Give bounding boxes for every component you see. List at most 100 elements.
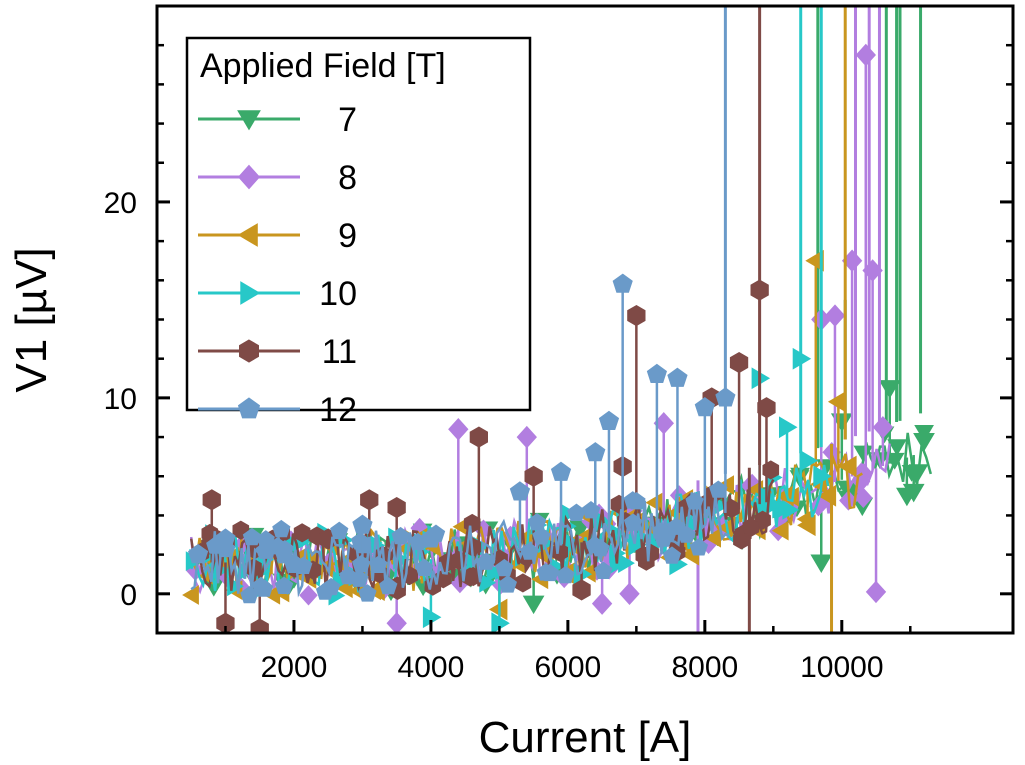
series-11-noise-point bbox=[293, 523, 311, 543]
series-7-point bbox=[522, 595, 545, 615]
series-12-point bbox=[283, 553, 305, 573]
series-10-point bbox=[779, 416, 798, 439]
series-11-point bbox=[387, 497, 406, 519]
series-12-noise-point bbox=[358, 584, 377, 602]
legend-title: Applied Field [T] bbox=[200, 47, 446, 85]
series-12-point bbox=[715, 387, 736, 407]
series-12-noise-point bbox=[321, 577, 341, 596]
series-12 bbox=[188, 6, 736, 604]
series-12-point bbox=[667, 367, 688, 387]
series-12-noise-point bbox=[330, 521, 349, 540]
legend-label: 9 bbox=[338, 217, 357, 255]
series-12-noise-point bbox=[623, 513, 643, 531]
x-tick-label: 4000 bbox=[398, 651, 465, 684]
series-12-point bbox=[420, 528, 441, 548]
series-8-point bbox=[862, 259, 883, 282]
series-11-point bbox=[202, 489, 221, 511]
series-10-point bbox=[792, 347, 812, 370]
series-11-point bbox=[216, 612, 235, 633]
series-11-point bbox=[250, 618, 269, 633]
legend-entry-10: 10 bbox=[198, 275, 357, 313]
series-11-point bbox=[757, 397, 776, 419]
series-10-noise-point bbox=[782, 500, 800, 520]
x-tick-label: 10000 bbox=[800, 651, 883, 684]
legend-marker bbox=[237, 164, 261, 190]
series-12-point bbox=[694, 397, 715, 417]
series-11-point bbox=[524, 465, 543, 487]
series-12-noise-point bbox=[685, 492, 704, 510]
series-9-noise-point bbox=[263, 584, 281, 605]
legend-label: 10 bbox=[319, 275, 357, 313]
series-8-point bbox=[386, 611, 407, 633]
series-12-point bbox=[215, 528, 236, 548]
legend-box bbox=[185, 36, 532, 412]
series-12-point bbox=[598, 410, 620, 430]
series-7-noise-point bbox=[887, 439, 907, 457]
series-7-point bbox=[810, 554, 833, 573]
series-9-noise-point bbox=[771, 520, 789, 541]
series-12-noise-point bbox=[532, 527, 551, 545]
series-11-point bbox=[572, 579, 591, 601]
series-12-noise-point bbox=[540, 563, 559, 582]
x-tick-label: 2000 bbox=[261, 651, 328, 684]
series-12-point bbox=[585, 442, 606, 462]
series-12-point bbox=[188, 543, 209, 564]
legend-label: 11 bbox=[322, 333, 357, 371]
series-11-noise-point bbox=[551, 542, 568, 562]
series-12-point bbox=[509, 481, 531, 501]
series-8-point bbox=[865, 580, 887, 604]
legend-entry-8: 8 bbox=[198, 159, 357, 197]
series-9-point bbox=[797, 514, 816, 537]
series-12-noise-point bbox=[528, 512, 547, 531]
series-12-noise-point bbox=[477, 552, 496, 570]
series-8-point bbox=[448, 417, 469, 441]
series-9-point bbox=[805, 249, 824, 272]
legend-label: 8 bbox=[338, 159, 357, 197]
series-11-point bbox=[627, 305, 646, 327]
series-7-point bbox=[913, 433, 935, 452]
y-tick-label: 10 bbox=[104, 383, 137, 416]
series-11-point bbox=[729, 352, 749, 374]
series-12-noise-point bbox=[274, 576, 294, 594]
series-7-point bbox=[830, 413, 853, 432]
series-12-noise-point bbox=[369, 555, 388, 573]
series-8-noise-point bbox=[299, 585, 318, 606]
legend-entry-11: 11 bbox=[198, 333, 357, 371]
series-12-noise-point bbox=[498, 575, 517, 593]
series-12-noise-point bbox=[379, 576, 398, 595]
series-11-point bbox=[360, 489, 379, 511]
legend-marker bbox=[239, 339, 259, 363]
series-8-point bbox=[824, 304, 846, 327]
legend-marker bbox=[237, 223, 258, 247]
series-12-point bbox=[646, 363, 667, 383]
series-9-point bbox=[827, 390, 847, 413]
x-axis-title: Current [A] bbox=[479, 713, 692, 762]
series-12-point bbox=[550, 461, 572, 481]
series-10-point bbox=[813, 465, 832, 488]
legend-label: 12 bbox=[319, 391, 357, 429]
series-8-point bbox=[855, 43, 876, 67]
legend-label: 7 bbox=[338, 101, 357, 139]
series-8-noise-point bbox=[854, 487, 873, 508]
legend-entry-9: 9 bbox=[198, 217, 357, 255]
legend-marker bbox=[237, 110, 261, 131]
series-12-point bbox=[612, 273, 633, 293]
series-7-point bbox=[902, 483, 925, 503]
series-12-noise-point bbox=[495, 558, 514, 577]
series-12-noise-point bbox=[251, 576, 271, 595]
series-10-noise-point bbox=[618, 553, 635, 573]
legend-entry-12: 12 bbox=[198, 391, 357, 429]
series-12-noise-point bbox=[689, 538, 708, 556]
x-tick-label: 8000 bbox=[671, 651, 738, 684]
series-12-noise-point bbox=[662, 546, 682, 564]
series-8-point bbox=[619, 582, 640, 606]
legend-marker bbox=[237, 397, 261, 419]
series-12-noise-point bbox=[352, 554, 371, 573]
legend-marker bbox=[240, 281, 261, 305]
legend-entry-7: 7 bbox=[198, 101, 357, 139]
series-8-point bbox=[872, 416, 894, 439]
series-12-noise-point bbox=[391, 526, 410, 545]
series-12-noise-point bbox=[666, 517, 686, 535]
series-9-noise-point bbox=[182, 585, 199, 605]
